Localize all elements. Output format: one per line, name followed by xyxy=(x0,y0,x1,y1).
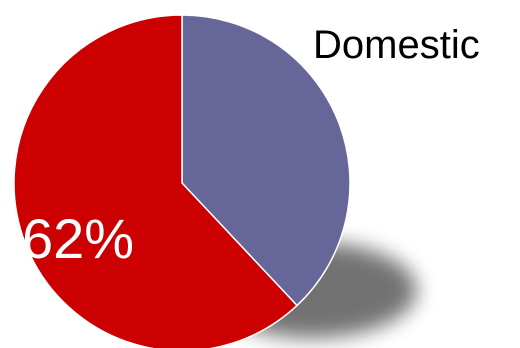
pie-labels: 62% xyxy=(22,207,134,270)
pie-slice-0 xyxy=(181,14,351,307)
legend-entry-domestic: Domestic xyxy=(313,23,480,67)
pie-slice-label-1: 62% xyxy=(22,207,134,270)
pie-slices xyxy=(13,14,351,348)
